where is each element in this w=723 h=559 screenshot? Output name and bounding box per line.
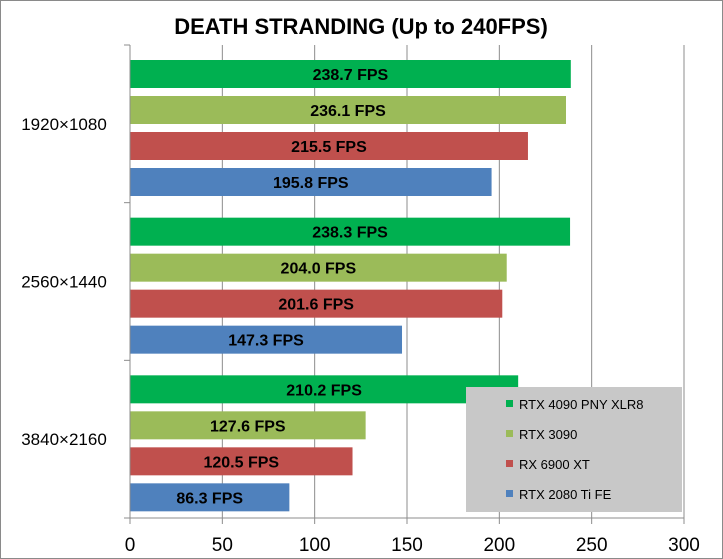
data-label-3-1: 147.3 FPS (228, 333, 304, 350)
x-tick-label-50: 50 (212, 535, 233, 556)
data-label-3-0: 195.8 FPS (273, 175, 349, 192)
legend-label-3: RTX 2080 Ti FE (519, 487, 612, 502)
legend-swatch-2 (506, 460, 513, 467)
bar-0-1 (130, 217, 571, 246)
data-label-2-0: 215.5 FPS (291, 139, 367, 156)
bar-3-2 (130, 483, 290, 512)
x-tick-labels: 0 50 100 150 200 250 300 (125, 535, 700, 556)
bar-2-0 (130, 132, 528, 160)
bar-3-1 (130, 325, 403, 354)
legend-label-2: RX 6900 XT (519, 457, 590, 472)
x-tick-label-150: 150 (391, 535, 423, 556)
legend-box (466, 387, 682, 512)
category-label-1: 2560×1440 (21, 273, 107, 292)
data-label-1-2: 127.6 FPS (210, 418, 286, 435)
bar-2-1 (130, 289, 503, 318)
data-label-1-0: 236.1 FPS (310, 103, 386, 120)
x-tick-label-250: 250 (576, 535, 608, 556)
legend: RTX 4090 PNY XLR8 RTX 3090 RX 6900 XT RTX 2… (466, 387, 682, 512)
x-tick-label-300: 300 (668, 535, 700, 556)
bars: 238.7 FPS 236.1 FPS 215.5 FPS 195.8 FPS 238.… (130, 60, 571, 512)
x-tick-label-100: 100 (299, 535, 331, 556)
bar-1-0 (130, 96, 566, 124)
chart-title: DEATH STRANDING (Up to 240FPS) (174, 14, 548, 39)
bar-2-2 (130, 447, 353, 476)
legend-label-1: RTX 3090 (519, 427, 577, 442)
data-label-0-2: 210.2 FPS (286, 382, 362, 399)
legend-swatch-1 (506, 430, 513, 437)
legend-swatch-0 (506, 400, 513, 407)
axes (124, 44, 685, 524)
bar-1-2 (130, 411, 366, 440)
category-label-0: 1920×1080 (21, 115, 107, 134)
x-tick-label-200: 200 (483, 535, 515, 556)
bar-0-0 (130, 60, 571, 88)
data-label-2-1: 201.6 FPS (278, 297, 354, 314)
category-labels: 1920×1080 2560×1440 3840×2160 (21, 115, 107, 449)
bar-0-2 (130, 375, 519, 404)
legend-label-0: RTX 4090 PNY XLR8 (519, 397, 644, 412)
bar-1-1 (130, 253, 507, 282)
category-label-2: 3840×2160 (21, 430, 107, 449)
legend-swatch-3 (506, 490, 513, 497)
data-label-2-2: 120.5 FPS (203, 454, 279, 471)
data-label-3-2: 86.3 FPS (176, 490, 243, 507)
data-label-1-1: 204.0 FPS (281, 261, 357, 278)
x-tick-label-0: 0 (125, 535, 136, 556)
data-label-0-0: 238.7 FPS (313, 67, 389, 84)
bar-3-0 (130, 168, 492, 196)
data-label-0-1: 238.3 FPS (312, 225, 388, 242)
